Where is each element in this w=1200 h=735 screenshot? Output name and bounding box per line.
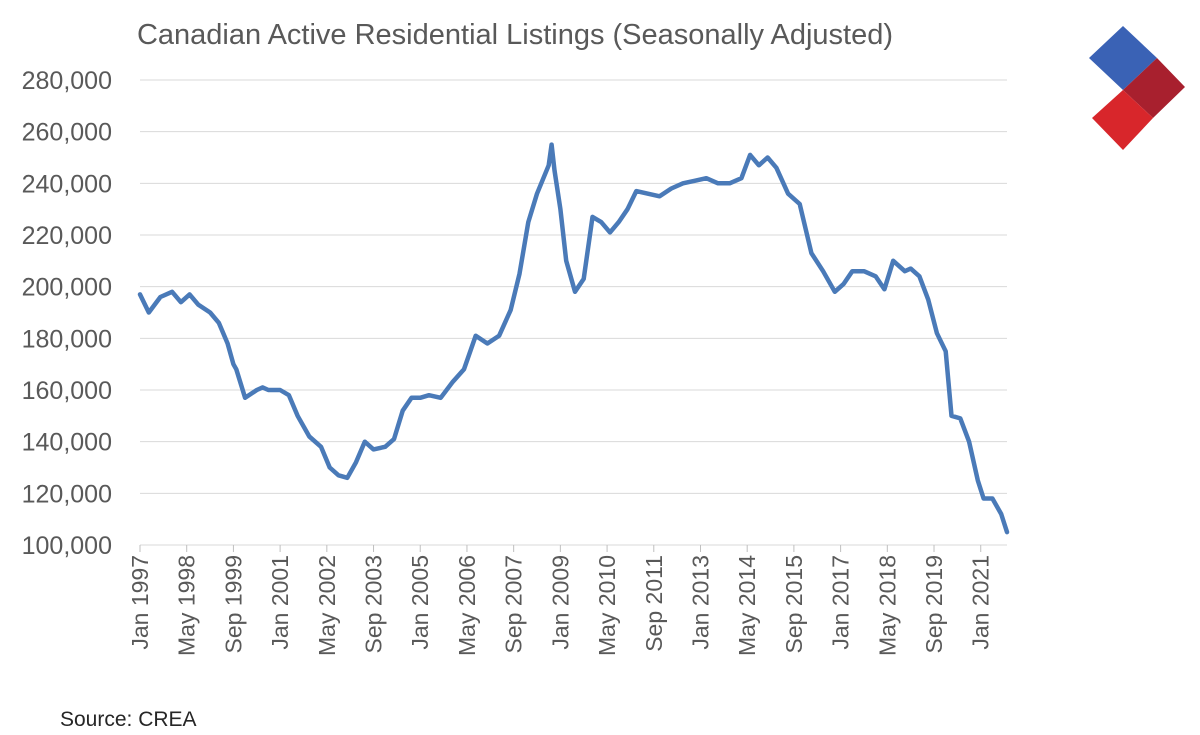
x-tick-label: Jan 2009 bbox=[547, 555, 573, 650]
brand-logo bbox=[1089, 26, 1185, 150]
x-tick-label: Sep 2015 bbox=[781, 555, 807, 653]
series-layer bbox=[137, 142, 1010, 535]
x-tick-label: May 2014 bbox=[734, 555, 760, 656]
source-note: Source: CREA bbox=[60, 708, 197, 731]
x-tick-label: Jan 2001 bbox=[267, 555, 293, 650]
y-tick-label: 100,000 bbox=[22, 532, 112, 560]
y-tick-label: 260,000 bbox=[22, 119, 112, 147]
x-tick-label: Jan 1997 bbox=[127, 555, 153, 650]
x-axis: Jan 1997 May 1998 Sep 1999 Jan 2001 May 2002… bbox=[127, 545, 994, 656]
x-tick-label: Sep 2011 bbox=[641, 555, 667, 652]
logo-red-diamond bbox=[1092, 90, 1153, 150]
x-tick-label: Sep 2007 bbox=[501, 555, 527, 653]
y-tick-label: 120,000 bbox=[22, 480, 112, 508]
x-tick-label: May 1998 bbox=[174, 555, 200, 656]
logo-darkred-diamond bbox=[1123, 58, 1185, 118]
x-tick-label: May 2018 bbox=[874, 555, 900, 656]
x-tick-label: Jan 2013 bbox=[687, 555, 713, 650]
x-tick-label: Sep 1999 bbox=[220, 555, 246, 653]
y-tick-label: 200,000 bbox=[22, 274, 112, 302]
y-axis: 100,000 120,000 140,000 160,000 180,000 200,0… bbox=[22, 67, 112, 560]
y-tick-label: 280,000 bbox=[22, 67, 112, 95]
x-tick-label: Jan 2021 bbox=[968, 555, 994, 650]
x-tick-label: May 2006 bbox=[454, 555, 480, 656]
x-tick-label: Jan 2005 bbox=[407, 555, 433, 650]
x-tick-label: May 2010 bbox=[594, 555, 620, 656]
y-tick-label: 220,000 bbox=[22, 222, 112, 250]
chart-title: Canadian Active Residential Listings (Se… bbox=[137, 19, 893, 51]
x-tick-label: May 2002 bbox=[314, 555, 340, 656]
y-tick-label: 240,000 bbox=[22, 170, 112, 198]
y-tick-label: 140,000 bbox=[22, 429, 112, 457]
y-tick-label: 160,000 bbox=[22, 377, 112, 405]
x-tick-label: Sep 2019 bbox=[921, 555, 947, 653]
x-tick-label: Jan 2017 bbox=[828, 555, 854, 650]
x-tick-label: Sep 2003 bbox=[361, 555, 387, 653]
y-tick-label: 180,000 bbox=[22, 325, 112, 353]
series-line bbox=[137, 142, 1010, 535]
gridlines bbox=[140, 79, 1007, 546]
